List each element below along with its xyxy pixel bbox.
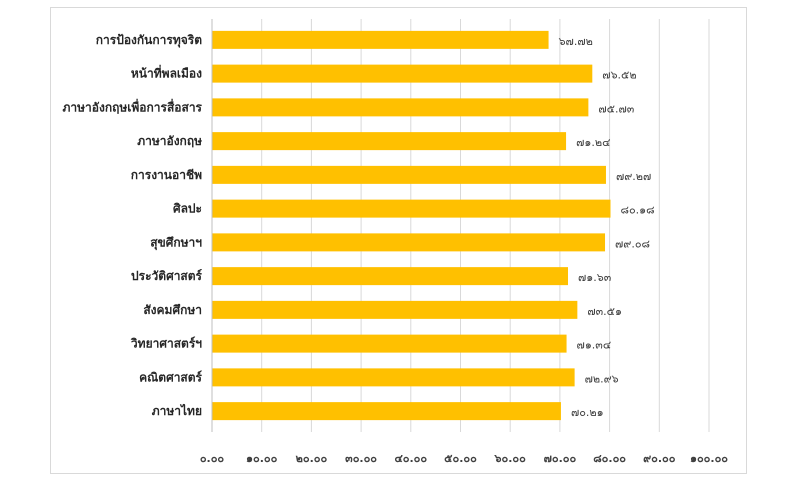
x-tick-label: ๒๐.๐๐	[296, 452, 328, 465]
x-tick-label: ๔๐.๐๐	[394, 452, 427, 465]
data-label: ๗๒.๙๖	[585, 372, 619, 385]
x-tick-label: ๘๐.๐๐	[593, 452, 626, 465]
category-label: หน้าที่พลเมือง	[131, 65, 202, 81]
bar	[212, 98, 589, 117]
category-label: สังคมศึกษา	[143, 303, 202, 317]
bar	[212, 30, 549, 49]
bar	[212, 368, 575, 387]
bar	[212, 233, 606, 252]
x-tick-label: ๖๐.๐๐	[494, 452, 527, 465]
bar	[212, 300, 578, 319]
data-label: ๗๑.๓๔	[577, 339, 612, 352]
bar	[212, 267, 569, 286]
bar	[212, 199, 611, 218]
category-label: สุขศึกษาฯ	[150, 235, 202, 250]
data-label: ๗๕.๗๓	[598, 102, 634, 115]
bar	[212, 334, 567, 353]
x-tick-label: ๗๐.๐๐	[544, 452, 577, 465]
data-label: ๗๑.๖๓	[578, 271, 611, 284]
x-tick-label: ๐.๐๐	[200, 452, 225, 465]
bar	[212, 402, 561, 421]
x-tick-label: ๙๐.๐๐	[643, 452, 676, 465]
x-tick-label: ๑๐.๐๐	[246, 452, 278, 465]
bar	[212, 64, 593, 83]
category-label: ประวัติศาสตร์	[131, 269, 203, 283]
data-label: ๘๐.๑๘	[620, 204, 654, 217]
category-label: ศิลปะ	[173, 202, 202, 216]
x-tick-label: ๑๐๐.๐๐	[690, 452, 728, 465]
data-label: ๗๐.๒๑	[571, 406, 604, 419]
category-label: คณิตศาสตร์	[139, 370, 202, 384]
category-label: การงานอาชีพ	[131, 168, 202, 182]
data-label: ๗๙.๐๘	[615, 237, 650, 250]
category-label: การป้องกันการทุจริต	[96, 33, 202, 48]
x-tick-label: ๕๐.๐๐	[444, 452, 477, 465]
data-label: ๗๓.๕๑	[587, 305, 622, 318]
data-label: ๗๙.๒๗	[616, 170, 651, 183]
category-label: วิทยาศาสตร์ฯ	[131, 337, 203, 351]
bar	[212, 165, 606, 184]
category-label: ภาษาไทย	[152, 403, 202, 418]
data-label: ๗๖.๕๒	[602, 69, 636, 82]
x-tick-label: ๓๐.๐๐	[345, 452, 377, 465]
bar	[212, 132, 567, 151]
category-label: ภาษาอังกฤษเพื่อการสื่อสาร	[62, 98, 202, 114]
data-label: ๗๑.๒๔	[576, 136, 610, 149]
category-label: ภาษาอังกฤษ	[137, 134, 202, 148]
data-label: ๖๗.๗๒	[559, 35, 593, 48]
